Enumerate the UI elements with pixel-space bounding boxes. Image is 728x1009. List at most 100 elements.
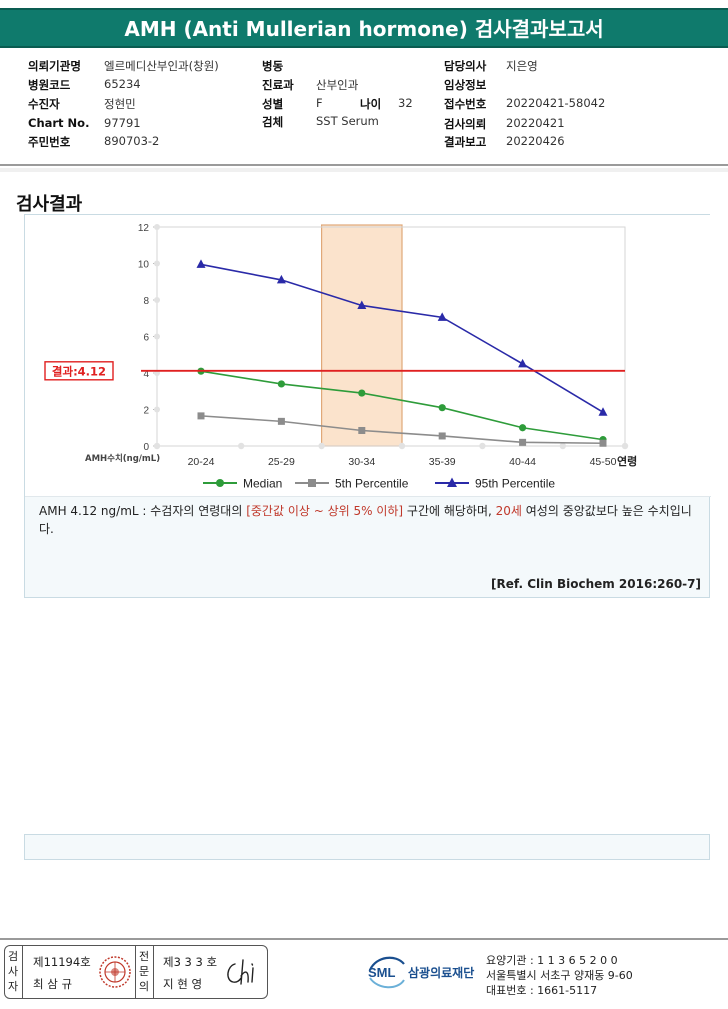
y-tick-label: 10 <box>138 260 150 271</box>
report-title: AMH (Anti Mullerian hormone) 검사결과보고서 <box>0 8 728 48</box>
x-tick-label: 30-34 <box>348 456 375 468</box>
tester-number: 제11194호 <box>33 955 91 969</box>
receipt-label: 접수번호 <box>444 97 487 111</box>
y-axis-label: AMH수치(ng/mL) <box>85 453 160 464</box>
y-tick-dot <box>154 406 160 413</box>
x-grid-dot <box>398 442 406 450</box>
clinical-label: 임상정보 <box>444 78 487 92</box>
legend-marker <box>216 479 224 487</box>
institution-label: 의뢰기관명 <box>28 59 81 73</box>
x-grid-dot <box>238 442 245 450</box>
y-tick-label: 2 <box>143 406 149 417</box>
legend-marker <box>308 479 316 487</box>
chart-no-label: Chart No. <box>28 116 90 130</box>
comment-age: 20세 <box>495 504 522 518</box>
section-divider <box>0 168 728 172</box>
logo-abbr: SML <box>368 965 396 980</box>
age-value: 32 <box>398 96 413 110</box>
request-label: 검사의뢰 <box>444 117 487 131</box>
y-tick-dot <box>154 297 160 303</box>
x-tick-label: 35-39 <box>429 456 456 468</box>
dept-label: 진료과 <box>262 78 294 92</box>
institution-value: 엘르메디산부인과(창원) <box>104 59 219 73</box>
x-grid-dot <box>318 442 325 450</box>
comment-part5: 여성의 중앙값보다 높은 수치입니다. <box>39 504 692 536</box>
empty-panel <box>24 834 710 860</box>
chart-no-value: 97791 <box>104 116 141 130</box>
p5-point <box>519 438 527 446</box>
y-tick-label: 4 <box>143 369 149 380</box>
x-grid-dot <box>559 442 566 450</box>
age-label: 나이 <box>360 97 382 111</box>
median-point <box>277 380 285 388</box>
sex-value: F <box>316 96 323 110</box>
specimen-label: 검체 <box>262 115 284 129</box>
x-tick-label: 45-50 <box>590 456 617 468</box>
result-label-box <box>44 361 114 381</box>
addr-line2: 서울특별시 서초구 양재동 9-60 <box>486 969 633 982</box>
specialist-number: 제3 3 3 호 <box>163 955 218 969</box>
logo-name: 삼광의료재단 <box>408 966 475 980</box>
p5-point <box>197 412 205 420</box>
amh-chart: 0 2 4 6 8 10 12 20-24 25-29 30-34 35-39 40-44 45-50 연… <box>44 223 637 491</box>
series-line <box>200 415 604 445</box>
legend-label: Median <box>243 477 282 491</box>
sex-label: 성별 <box>262 97 284 111</box>
request-value: 20220421 <box>506 116 565 130</box>
p95-point <box>357 300 367 309</box>
doctor-label: 담당의사 <box>444 59 487 73</box>
reference: [Ref. Clin Biochem 2016:260-7] <box>491 577 701 591</box>
y-tick-label: 0 <box>143 442 149 453</box>
ward-label: 병동 <box>262 59 284 73</box>
comment-range: [중간값 이상 ~ 상위 5% 이하] <box>246 504 404 518</box>
chart-area: 0 2 4 6 8 10 12 20-24 25-29 30-34 35-39 40-44 45-50 연… <box>25 215 711 497</box>
p95-point <box>276 274 286 284</box>
p95-point <box>518 358 528 368</box>
resident-no-label: 주민번호 <box>28 135 71 149</box>
legend-marker <box>447 477 457 487</box>
patient-info: 의뢰기관명 엘르메디산부인과(창원) 병원코드 65234 수진자 정현민 Ch… <box>0 56 728 166</box>
comment-part1: AMH 4.12 ng/mL : 수검자의 연령대의 <box>39 504 247 518</box>
p95-point <box>437 312 447 321</box>
section-title: 검사결과 <box>16 194 83 215</box>
seal-icon <box>99 956 131 988</box>
resident-no-value: 890703-2 <box>104 134 160 148</box>
x-grid-dot <box>621 442 629 450</box>
age-highlight-band <box>321 224 403 447</box>
p5-point <box>358 426 366 434</box>
median-point <box>358 389 366 397</box>
y-tick-label: 6 <box>143 333 149 344</box>
p95-point <box>598 407 608 416</box>
result-panel: 0 2 4 6 8 10 12 20-24 25-29 30-34 35-39 40-44 45-50 연… <box>24 214 711 598</box>
footer-divider <box>0 938 728 940</box>
report-label: 결과보고 <box>444 135 487 149</box>
addr-line1: 요양기관 : 1 1 3 6 5 2 0 0 <box>486 954 618 967</box>
doctor-value: 지은영 <box>506 59 538 73</box>
median-point <box>519 424 527 432</box>
legend-label: 5th Percentile <box>335 477 409 491</box>
median-point <box>438 404 446 412</box>
signature-image <box>227 959 254 985</box>
p95-point <box>196 259 206 268</box>
p5-point <box>599 439 607 447</box>
y-tick-label: 12 <box>138 223 150 234</box>
specialist-name: 지 현 영 <box>163 977 203 991</box>
institution-address: 요양기관 : 1 1 3 6 5 2 0 0 서울특별시 서초구 양재동 9-6… <box>486 953 633 998</box>
result-label: 결과:4.12 <box>52 364 106 378</box>
addr-line3: 대표번호 : 1661-5117 <box>486 984 598 997</box>
series-line <box>200 263 604 413</box>
x-axis-label: 연령 <box>617 454 637 468</box>
x-grid-dot <box>479 442 486 450</box>
comment-part3: 구간에 해당하며, <box>403 504 496 518</box>
hospital-code-value: 65234 <box>104 77 141 91</box>
y-tick-label: 8 <box>143 296 149 307</box>
y-tick-dot <box>154 260 160 267</box>
p5-point <box>277 417 285 425</box>
x-grid-dot <box>153 442 161 450</box>
report-value: 20220426 <box>506 134 565 148</box>
dept-value: 산부인과 <box>316 78 359 92</box>
hospital-code-label: 병원코드 <box>28 78 71 92</box>
